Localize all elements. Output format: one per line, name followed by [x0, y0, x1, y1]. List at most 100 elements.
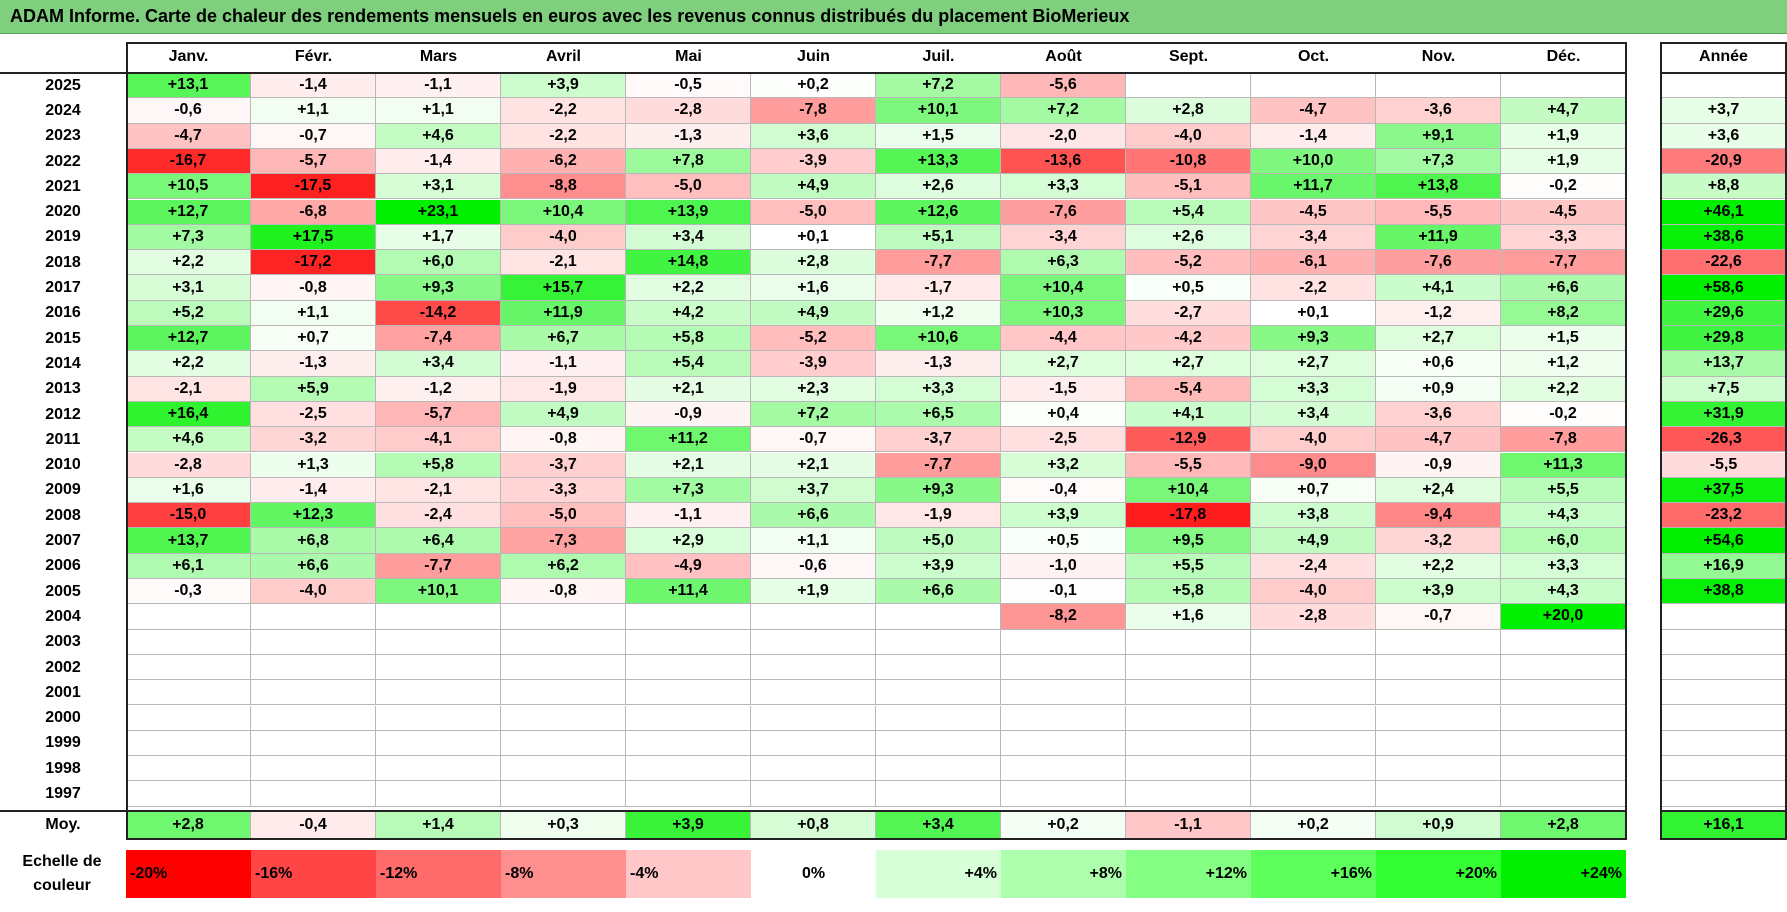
average-cell: +0,8: [751, 811, 876, 839]
heatmap-cell: -5,4: [1126, 376, 1251, 402]
heatmap-cell: +7,3: [126, 224, 251, 251]
year-label: 1997: [45, 785, 81, 803]
heatmap-cell: +0,1: [751, 224, 876, 251]
heatmap-cell: -0,7: [751, 427, 876, 453]
heatmap-cell: [501, 781, 626, 807]
heatmap-cell: +1,9: [1501, 123, 1626, 149]
heatmap-cell: +11,7: [1251, 174, 1376, 200]
heatmap-cell: -7,8: [1501, 427, 1626, 453]
heatmap-cell: -4,5: [1501, 199, 1626, 225]
heatmap-cell: [626, 654, 751, 681]
heatmap-cell: [251, 680, 376, 706]
heatmap-cell: [1501, 705, 1626, 731]
heatmap-cell: [251, 654, 376, 681]
annual-cell: +13,7: [1660, 351, 1787, 377]
heatmap-cell: -15,0: [126, 503, 251, 529]
month-header: Mars: [419, 48, 458, 65]
heatmap-cell: +2,8: [751, 250, 876, 276]
heatmap-cell: [1126, 781, 1251, 807]
heatmap-cell: [1126, 680, 1251, 706]
heatmap-cell: [376, 705, 501, 731]
heatmap-cell: +17,5: [251, 224, 376, 251]
heatmap-cell: +4,2: [626, 300, 751, 326]
year-label: 2000: [45, 709, 81, 727]
heatmap-cell: [501, 654, 626, 681]
heatmap-cell: [1376, 654, 1501, 681]
heatmap-cell: +6,2: [501, 553, 626, 579]
heatmap-cell: +1,7: [376, 224, 501, 251]
heatmap-cell: +2,2: [126, 250, 251, 276]
heatmap-cell: -5,2: [1126, 250, 1251, 276]
heatmap-cell: +6,0: [1501, 528, 1626, 554]
heatmap-cell: -17,8: [1126, 503, 1251, 529]
page-title: ADAM Informe. Carte de chaleur des rende…: [10, 6, 1130, 26]
year-label: 2002: [45, 658, 81, 676]
heatmap-cell: +0,7: [1251, 477, 1376, 504]
heatmap-cell: +7,8: [626, 148, 751, 175]
heatmap-cell: -4,7: [1251, 98, 1376, 124]
heatmap-cell: +9,3: [876, 477, 1001, 504]
month-header: Janv.: [168, 48, 209, 65]
heatmap-cell: +0,9: [1376, 376, 1501, 402]
average-cell: +0,3: [501, 811, 626, 839]
heatmap-cell: [1501, 654, 1626, 681]
heatmap-cell: -3,9: [751, 351, 876, 377]
heatmap-cell: [126, 705, 251, 731]
heatmap-cell: [1501, 730, 1626, 757]
heatmap-cell: +3,7: [751, 477, 876, 504]
heatmap-cell: +4,7: [1501, 98, 1626, 124]
year-label: 2020: [45, 203, 81, 221]
heatmap-cell: +0,7: [251, 326, 376, 352]
heatmap-cell: [126, 629, 251, 655]
heatmap-cell: [751, 730, 876, 757]
heatmap-cell: [376, 680, 501, 706]
color-scale-stop: +12%: [1126, 850, 1251, 898]
average-cell: +0,2: [1001, 811, 1126, 839]
heatmap-cell: -2,1: [501, 250, 626, 276]
heatmap-cell: +10,4: [501, 199, 626, 225]
year-label: 2001: [45, 683, 81, 701]
color-scale-stop: +20%: [1376, 850, 1501, 898]
heatmap-cell: -1,2: [376, 376, 501, 402]
heatmap-cell: -16,7: [126, 148, 251, 175]
color-scale-stop: -8%: [501, 850, 626, 898]
annual-cell: [1660, 654, 1787, 681]
heatmap-cell: [1251, 781, 1376, 807]
heatmap-cell: +1,2: [1501, 351, 1626, 377]
average-cell: +2,8: [126, 811, 251, 839]
heatmap-cell: [1126, 73, 1251, 99]
annual-cell: [1660, 756, 1787, 782]
heatmap-cell: +1,1: [376, 98, 501, 124]
heatmap-cell: +2,6: [1126, 224, 1251, 251]
heatmap-cell: [626, 730, 751, 757]
heatmap-cell: +2,6: [876, 174, 1001, 200]
annual-cell: -20,9: [1660, 148, 1787, 175]
heatmap-cell: +3,1: [376, 174, 501, 200]
title-bar: ADAM Informe. Carte de chaleur des rende…: [0, 0, 1787, 34]
annual-cell: [1660, 680, 1787, 706]
heatmap-cell: +11,9: [1376, 224, 1501, 251]
heatmap-cell: [251, 629, 376, 655]
annual-cell: [1660, 629, 1787, 655]
heatmap-cell: -8,2: [1001, 604, 1126, 630]
heatmap-cell: -3,2: [1376, 528, 1501, 554]
heatmap-cell: -7,7: [876, 452, 1001, 478]
heatmap-cell: +4,3: [1501, 579, 1626, 605]
heatmap-cell: +4,6: [376, 123, 501, 149]
heatmap-cell: [376, 604, 501, 630]
heatmap-cell: +2,1: [626, 452, 751, 478]
heatmap-cell: +4,9: [751, 174, 876, 200]
heatmap-cell: -17,2: [251, 250, 376, 276]
heatmap-cell: -0,9: [1376, 452, 1501, 478]
heatmap-cell: +5,4: [1126, 199, 1251, 225]
heatmap-cell: -1,2: [1376, 300, 1501, 326]
year-label: 2005: [45, 582, 81, 600]
heatmap-cell: +13,7: [126, 528, 251, 554]
heatmap-cell: -2,4: [1251, 553, 1376, 579]
heatmap-cell: +10,4: [1126, 477, 1251, 504]
color-scale-stop: +24%: [1501, 850, 1626, 898]
heatmap-cell: [1126, 654, 1251, 681]
heatmap-cell: [1126, 756, 1251, 782]
heatmap-cell: +1,9: [751, 579, 876, 605]
heatmap-cell: +4,1: [1126, 401, 1251, 428]
